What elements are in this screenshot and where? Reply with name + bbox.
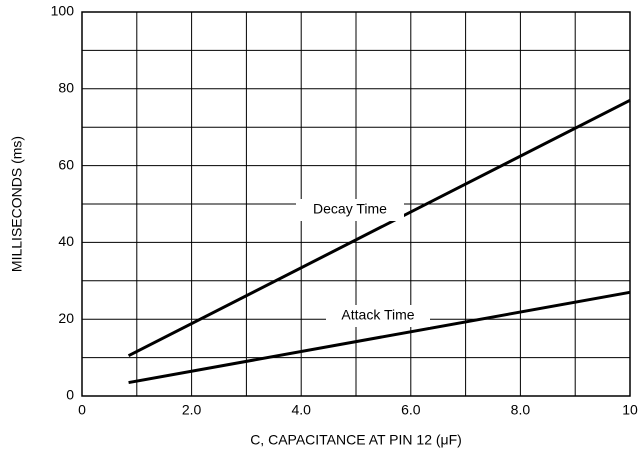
x-tick-label: 8.0 bbox=[511, 402, 531, 418]
y-tick-label: 40 bbox=[58, 233, 74, 249]
series-label: Attack Time bbox=[341, 307, 414, 323]
x-axis-title: C, CAPACITANCE AT PIN 12 (μF) bbox=[250, 432, 462, 448]
y-tick-label: 0 bbox=[66, 387, 74, 403]
x-tick-label: 4.0 bbox=[291, 402, 311, 418]
data-line bbox=[128, 290, 631, 385]
y-tick-label: 20 bbox=[58, 310, 74, 326]
y-tick-label: 60 bbox=[58, 156, 74, 172]
x-tick-label: 6.0 bbox=[401, 402, 421, 418]
y-tick-label: 100 bbox=[51, 3, 75, 19]
plot-frame bbox=[81, 11, 631, 397]
data-line bbox=[127, 98, 631, 358]
y-axis-title: MILLISECONDS (ms) bbox=[9, 136, 25, 272]
label-background bbox=[296, 199, 404, 221]
y-tick-label: 80 bbox=[58, 80, 74, 96]
x-tick-label: 0 bbox=[78, 402, 86, 418]
x-tick-label: 10 bbox=[622, 402, 638, 418]
x-tick-label: 2.0 bbox=[182, 402, 202, 418]
series-label: Decay Time bbox=[313, 201, 387, 217]
label-background bbox=[326, 305, 430, 327]
